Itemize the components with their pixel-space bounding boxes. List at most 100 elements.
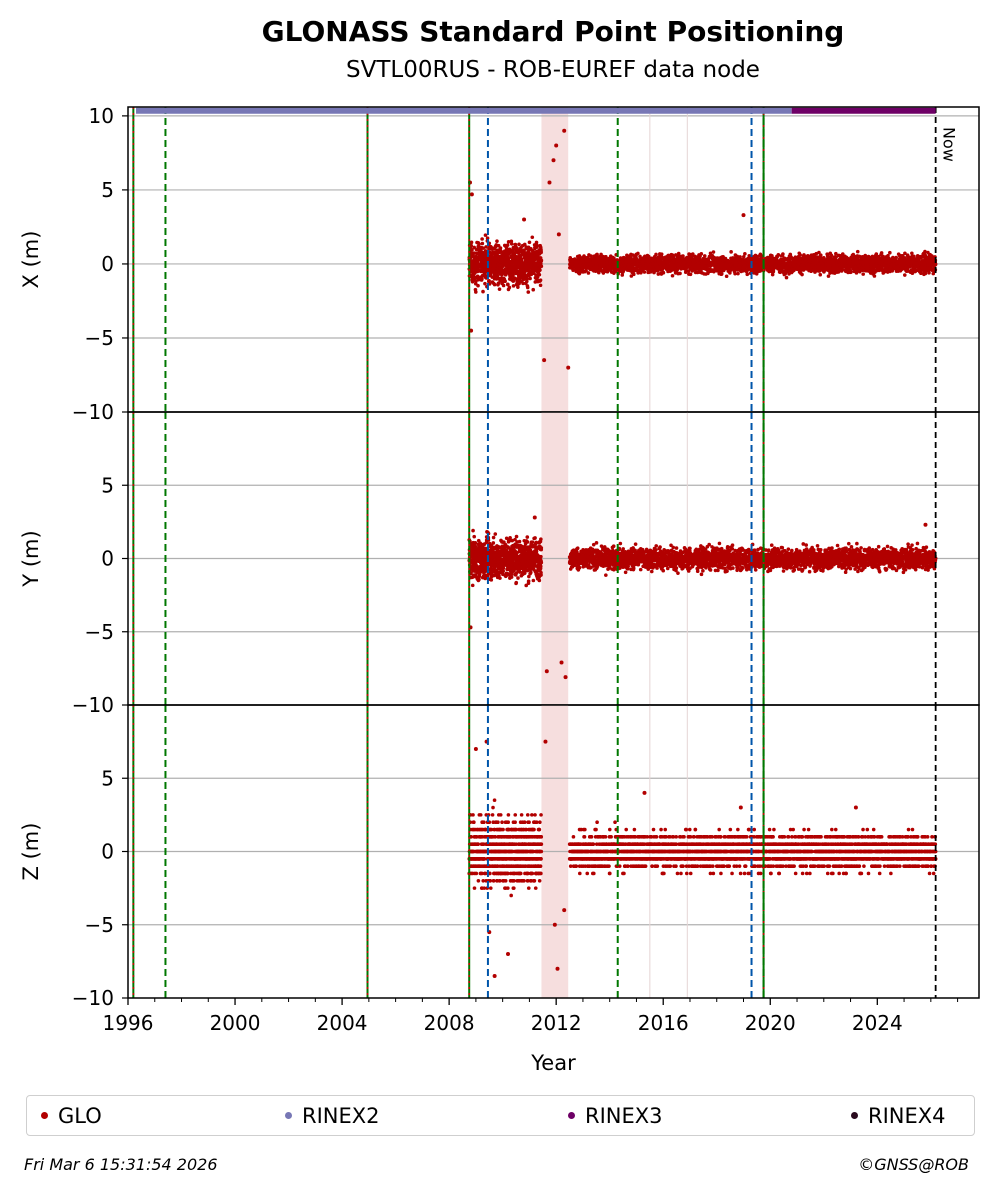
glo-point bbox=[577, 565, 582, 570]
glo-point bbox=[699, 252, 704, 256]
glo-point bbox=[539, 259, 544, 263]
glo-outlier-point bbox=[556, 232, 561, 237]
glo-point bbox=[506, 240, 511, 244]
glo-point bbox=[539, 573, 543, 577]
glo-point bbox=[527, 240, 532, 245]
glo-point bbox=[492, 282, 497, 287]
glo-point bbox=[475, 274, 480, 279]
glo-point bbox=[491, 541, 496, 545]
glo-point bbox=[681, 254, 685, 258]
glo-outlier-point bbox=[469, 192, 474, 197]
glo-point bbox=[781, 252, 785, 256]
glo-point bbox=[495, 273, 500, 278]
glo-point bbox=[484, 245, 488, 249]
glo-point bbox=[495, 239, 499, 243]
glo-point bbox=[933, 262, 938, 267]
glo-point bbox=[506, 282, 510, 287]
glo-outlier-point bbox=[522, 217, 527, 222]
glo-point bbox=[631, 272, 636, 277]
glo-outlier-point bbox=[542, 358, 547, 363]
glo-point bbox=[511, 284, 516, 288]
glo-point bbox=[538, 564, 543, 569]
glo-point bbox=[784, 275, 789, 280]
glo-point bbox=[538, 268, 542, 272]
glo-point bbox=[539, 264, 544, 269]
y-tick-label: −5 bbox=[85, 326, 114, 350]
glo-outlier-point bbox=[562, 128, 567, 133]
glo-point bbox=[483, 281, 487, 286]
glo-series-0 bbox=[467, 128, 938, 370]
glo-point bbox=[879, 251, 884, 255]
glo-point bbox=[507, 285, 512, 290]
glo-point bbox=[516, 576, 520, 580]
glo-point bbox=[517, 242, 521, 247]
glo-point bbox=[539, 547, 544, 552]
glo-outlier-point bbox=[551, 158, 556, 163]
glo-point bbox=[711, 250, 716, 254]
y-axis-label: X (m) bbox=[19, 231, 43, 289]
glo-point bbox=[506, 257, 511, 261]
chart-title: GLONASS Standard Point Positioning bbox=[261, 15, 845, 48]
glo-point bbox=[480, 237, 484, 241]
glo-point bbox=[525, 277, 529, 281]
glo-point bbox=[538, 283, 543, 288]
y-tick-label: −10 bbox=[72, 400, 114, 424]
glo-point bbox=[654, 252, 658, 257]
y-tick-label: 0 bbox=[101, 252, 114, 276]
glo-point bbox=[472, 534, 477, 539]
glo-point bbox=[497, 287, 502, 291]
gap-band bbox=[541, 107, 569, 412]
glo-point bbox=[528, 276, 532, 281]
glo-point bbox=[481, 246, 486, 250]
glo-point bbox=[729, 250, 733, 254]
glo-point bbox=[525, 540, 530, 544]
y-tick-label: 10 bbox=[89, 104, 114, 128]
glo-point bbox=[481, 289, 485, 294]
glo-point bbox=[770, 272, 775, 277]
glo-point bbox=[927, 271, 931, 275]
glo-point bbox=[636, 251, 640, 256]
glo-point bbox=[818, 253, 823, 257]
glo-point bbox=[798, 253, 802, 257]
glo-point bbox=[476, 283, 480, 288]
glo-point bbox=[888, 250, 892, 255]
glo-point bbox=[504, 246, 509, 251]
glo-point bbox=[526, 579, 531, 583]
glo-point bbox=[849, 270, 853, 275]
glo-point bbox=[530, 540, 535, 544]
glo-point bbox=[491, 535, 496, 540]
glo-point bbox=[539, 537, 543, 541]
glo-outlier-point bbox=[554, 143, 559, 148]
glo-point bbox=[538, 278, 543, 282]
glo-point bbox=[469, 240, 474, 245]
glo-point bbox=[531, 578, 536, 583]
glo-point bbox=[529, 570, 533, 575]
panel-1 bbox=[122, 411, 980, 706]
glo-point bbox=[800, 272, 804, 277]
glo-point bbox=[501, 283, 506, 288]
glo-point bbox=[702, 254, 707, 258]
glo-point bbox=[503, 273, 508, 277]
glo-point bbox=[498, 246, 503, 250]
glo-point bbox=[513, 276, 517, 281]
glo-point bbox=[483, 233, 488, 237]
glo-point bbox=[719, 272, 724, 276]
glo-point bbox=[539, 560, 544, 565]
glo-point bbox=[517, 539, 522, 544]
glo-point bbox=[575, 546, 580, 551]
glo-point bbox=[661, 270, 666, 275]
glo-point bbox=[469, 243, 474, 248]
glo-point bbox=[526, 290, 531, 294]
glo-point bbox=[535, 245, 539, 249]
glo-point bbox=[902, 273, 907, 277]
glo-point bbox=[525, 285, 530, 290]
glo-point bbox=[530, 235, 535, 240]
glo-point bbox=[509, 575, 514, 579]
glo-point bbox=[493, 532, 498, 536]
glo-point bbox=[477, 577, 481, 582]
glo-point bbox=[736, 271, 740, 276]
glo-point bbox=[503, 279, 507, 284]
glo-point bbox=[670, 273, 675, 278]
glo-point bbox=[894, 255, 898, 260]
